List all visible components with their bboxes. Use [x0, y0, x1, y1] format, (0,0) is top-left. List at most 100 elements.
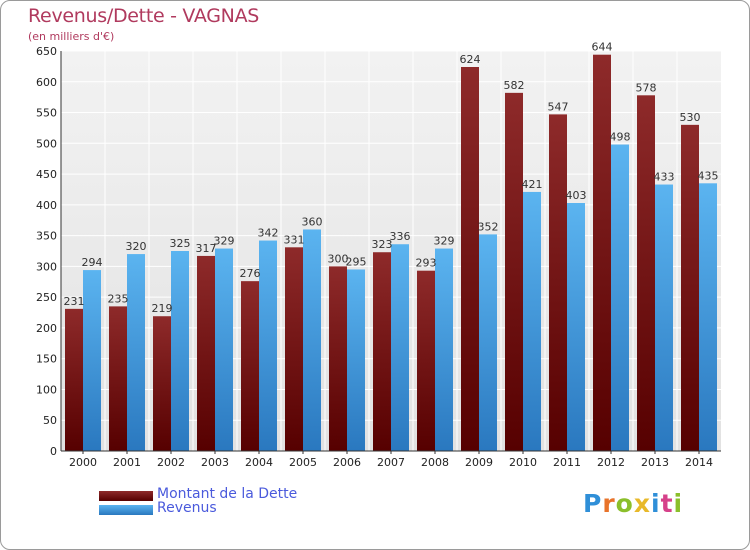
logo-letter: o: [615, 489, 634, 518]
x-tick-label: 2006: [333, 456, 361, 469]
legend-swatch-revenus: [99, 505, 153, 515]
x-tick-label: 2004: [245, 456, 273, 469]
y-tick-label: 550: [36, 107, 57, 120]
bar-debt: [461, 67, 479, 451]
value-label: 578: [636, 81, 657, 94]
bar-debt: [197, 255, 215, 451]
x-tick-label: 2013: [641, 456, 669, 469]
x-tick-label: 2011: [553, 456, 581, 469]
x-tick-label: 2003: [201, 456, 229, 469]
value-label: 235: [108, 292, 129, 305]
value-label: 329: [214, 235, 235, 248]
chart-subtitle: (en milliers d'€): [28, 30, 115, 43]
logo-letter: i: [651, 489, 661, 518]
value-label: 433: [654, 171, 675, 184]
chart-title: Revenus/Dette - VAGNAS: [28, 5, 260, 27]
y-tick-label: 150: [36, 353, 57, 366]
bar-revenus: [655, 184, 673, 452]
logo-letter: i: [673, 489, 684, 518]
bar-revenus: [567, 203, 585, 451]
legend-swatch-debt: [99, 491, 153, 501]
bar-revenus: [435, 248, 453, 451]
x-tick-label: 2014: [685, 456, 713, 469]
value-label: 294: [82, 256, 103, 269]
bar-revenus: [523, 191, 541, 451]
value-label: 320: [126, 240, 147, 253]
bar-revenus: [127, 254, 145, 451]
logo-letter: r: [602, 489, 616, 518]
bar-revenus: [347, 269, 365, 451]
bar-revenus: [391, 244, 409, 451]
value-label: 624: [460, 53, 481, 66]
value-label: 317: [196, 242, 217, 255]
value-label: 403: [566, 189, 587, 202]
bar-debt: [637, 95, 655, 452]
logo-letter: P: [583, 489, 603, 518]
bar-revenus: [171, 251, 189, 451]
value-label: 331: [284, 233, 305, 246]
bar-debt: [549, 114, 567, 451]
value-label: 547: [548, 100, 569, 113]
x-tick-label: 2002: [157, 456, 185, 469]
bar-revenus: [611, 144, 629, 452]
bar-revenus: [699, 183, 717, 452]
y-tick-label: 250: [36, 291, 57, 304]
bar-revenus: [83, 270, 101, 451]
bar-debt: [109, 306, 127, 451]
y-tick-label: 300: [36, 260, 57, 273]
bar-debt: [593, 54, 611, 451]
y-tick-label: 0: [50, 445, 57, 458]
value-label: 219: [152, 302, 173, 315]
value-label: 342: [258, 227, 279, 240]
y-tick-label: 600: [36, 76, 57, 89]
value-label: 435: [698, 169, 719, 182]
legend-label-revenus: Revenus: [157, 500, 217, 516]
bar-debt: [65, 308, 83, 451]
logo-letter: x: [633, 489, 651, 518]
x-tick-label: 2009: [465, 456, 493, 469]
x-tick-label: 2005: [289, 456, 317, 469]
x-tick-label: 2012: [597, 456, 625, 469]
value-label: 325: [170, 237, 191, 250]
y-tick-label: 400: [36, 199, 57, 212]
x-tick-label: 2000: [69, 456, 97, 469]
logo-letter: t: [660, 489, 674, 518]
x-tick-label: 2001: [113, 456, 141, 469]
value-label: 231: [64, 295, 85, 308]
bar-debt: [285, 247, 303, 451]
bar-debt: [681, 124, 699, 451]
value-label: 644: [592, 41, 613, 54]
value-label: 336: [390, 230, 411, 243]
value-label: 323: [372, 238, 393, 251]
y-tick-label: 350: [36, 230, 57, 243]
bar-revenus: [303, 229, 321, 451]
bar-revenus: [479, 234, 497, 451]
bar-debt: [329, 266, 347, 451]
value-label: 276: [240, 267, 261, 280]
y-tick-label: 200: [36, 322, 57, 335]
value-label: 295: [346, 255, 367, 268]
bar-debt: [417, 270, 435, 451]
value-label: 293: [416, 257, 437, 270]
value-label: 329: [434, 235, 455, 248]
value-label: 421: [522, 178, 543, 191]
legend-label-debt: Montant de la Dette: [157, 486, 298, 502]
x-tick-label: 2007: [377, 456, 405, 469]
bar-debt: [373, 252, 391, 451]
y-tick-label: 50: [43, 414, 57, 427]
value-label: 582: [504, 79, 525, 92]
proxiti-logo: Proxiti: [583, 489, 683, 518]
y-tick-label: 500: [36, 137, 57, 150]
bar-revenus: [215, 248, 233, 451]
value-label: 352: [478, 220, 499, 233]
value-label: 300: [328, 252, 349, 265]
y-tick-label: 100: [36, 383, 57, 396]
bar-debt: [241, 281, 259, 451]
value-label: 530: [680, 111, 701, 124]
value-label: 498: [610, 131, 631, 144]
y-tick-label: 450: [36, 168, 57, 181]
value-label: 360: [302, 215, 323, 228]
bar-debt: [505, 92, 523, 451]
